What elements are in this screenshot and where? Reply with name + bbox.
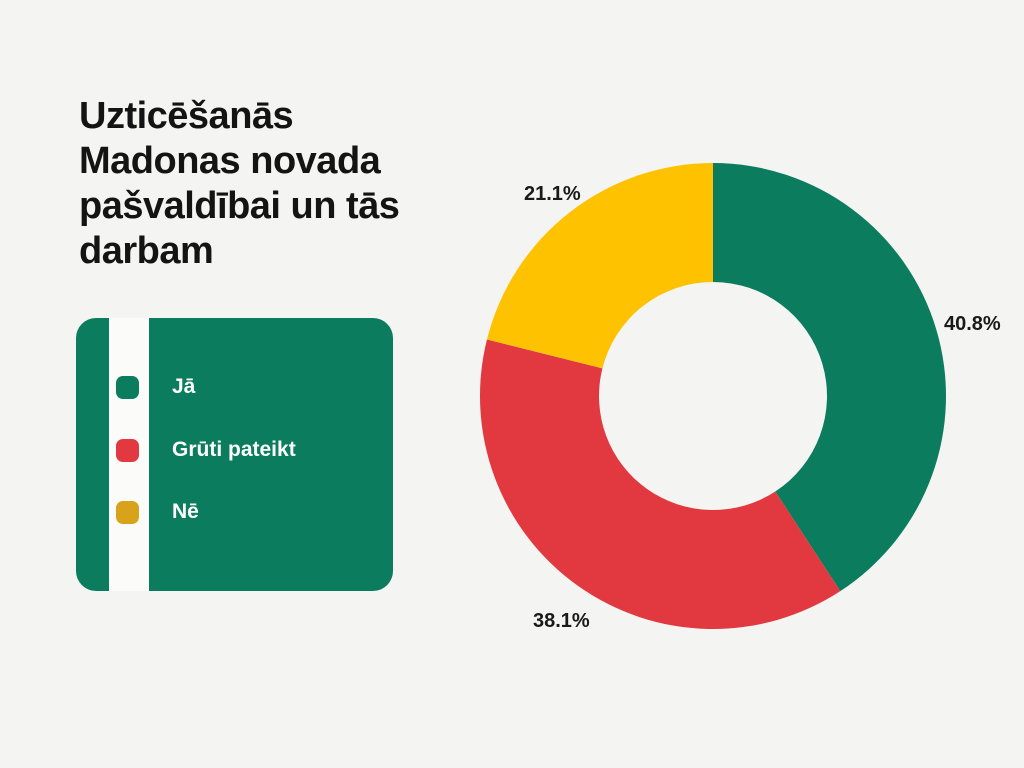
title-line-1: Uzticēšanās (79, 95, 294, 137)
legend-label-ja: Jā (172, 375, 196, 398)
slice-label-ja: 40.8% (944, 313, 1001, 335)
legend-item-gruti-pateikt: Grūti pateikt (116, 438, 296, 462)
legend-item-ja: Jā (116, 375, 195, 399)
slice-label-gruti-pateikt: 38.1% (533, 610, 590, 632)
title-line-4: darbam (79, 230, 214, 272)
donut-slice-0 (713, 163, 946, 592)
legend-swatch-ja (116, 375, 139, 399)
donut-svg (479, 163, 946, 629)
donut-slice-1 (479, 339, 841, 629)
title-line-3: pašvaldībai un tās (79, 185, 400, 227)
legend-label-gruti-pateikt: Grūti pateikt (172, 438, 296, 461)
legend-item-ne: Nē (116, 500, 199, 524)
slice-label-ne: 21.1% (524, 183, 581, 205)
legend-swatch-ne (116, 500, 139, 524)
donut-slice-2 (486, 163, 713, 369)
title-line-2: Madonas novada (79, 140, 381, 182)
chart-title: Uzticēšanās Madonas novada pašvaldībai u… (79, 94, 499, 274)
donut-chart (479, 163, 946, 629)
legend-swatch-gruti-pateikt (116, 438, 139, 462)
legend-card: Jā Grūti pateikt Nē (76, 318, 393, 591)
legend-label-ne: Nē (172, 500, 199, 523)
